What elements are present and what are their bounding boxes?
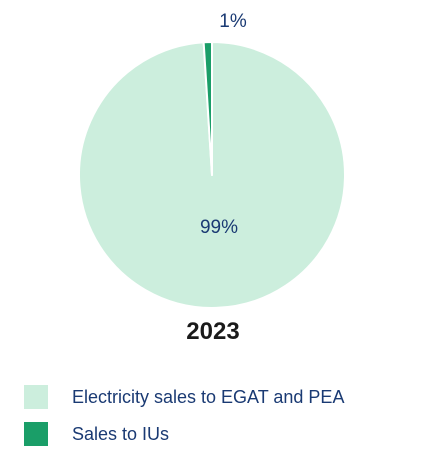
legend-swatch-sales-to-ius — [24, 422, 48, 446]
pie-chart: 99% 1% — [78, 11, 346, 309]
legend-label-sales-to-ius: Sales to IUs — [72, 423, 170, 444]
legend-label-electricity-sales: Electricity sales to EGAT and PEA — [72, 386, 345, 407]
legend-item-sales-to-ius: Sales to IUs — [24, 421, 344, 447]
slice-label-sales-to-ius: 1% — [219, 11, 247, 32]
legend-item-electricity-sales: Electricity sales to EGAT and PEA — [24, 384, 344, 410]
slice-label-electricity-sales: 99% — [200, 217, 238, 238]
legend-swatch-electricity-sales — [24, 385, 48, 409]
pie-slices — [78, 41, 346, 309]
chart-title: 2023 — [186, 318, 240, 345]
legend: Electricity sales to EGAT and PEA Sales … — [24, 384, 344, 458]
pie-slice-sales-to-ius — [202, 41, 213, 176]
